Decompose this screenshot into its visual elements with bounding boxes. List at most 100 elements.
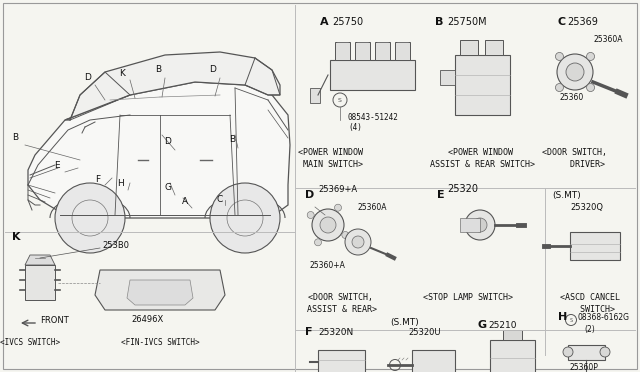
Circle shape	[307, 212, 314, 218]
Polygon shape	[375, 42, 390, 60]
Text: ASSIST & REAR SWITCH>: ASSIST & REAR SWITCH>	[425, 160, 535, 169]
Text: 25320U: 25320U	[408, 328, 440, 337]
Circle shape	[586, 84, 595, 92]
Text: 25369: 25369	[567, 17, 598, 27]
Text: S: S	[338, 97, 342, 103]
Circle shape	[600, 347, 610, 357]
Polygon shape	[455, 55, 510, 115]
Text: D: D	[84, 74, 92, 83]
Circle shape	[320, 217, 336, 233]
Circle shape	[563, 347, 573, 357]
Text: 25360+A: 25360+A	[310, 261, 346, 270]
Polygon shape	[335, 42, 350, 60]
Text: 08368-6162G: 08368-6162G	[578, 313, 630, 322]
Text: (2): (2)	[584, 325, 595, 334]
Polygon shape	[490, 340, 535, 372]
Text: S: S	[570, 317, 573, 323]
Text: F: F	[305, 327, 312, 337]
Text: (S.MT): (S.MT)	[390, 318, 419, 327]
Text: (4): (4)	[348, 123, 362, 132]
Text: 08543-51242: 08543-51242	[348, 113, 399, 122]
Text: 253B0: 253B0	[102, 241, 129, 250]
Text: K: K	[119, 68, 125, 77]
Circle shape	[345, 229, 371, 255]
Text: 25320: 25320	[447, 184, 478, 194]
Circle shape	[335, 204, 342, 211]
Circle shape	[557, 54, 593, 90]
Text: 25369+A: 25369+A	[318, 185, 357, 194]
Polygon shape	[127, 280, 193, 305]
Polygon shape	[28, 82, 290, 222]
Polygon shape	[568, 345, 605, 360]
Text: B: B	[12, 134, 18, 142]
Text: F: F	[95, 174, 100, 183]
Polygon shape	[503, 330, 522, 340]
Polygon shape	[25, 255, 55, 265]
Polygon shape	[310, 88, 320, 103]
Text: 25750: 25750	[332, 17, 363, 27]
Text: A: A	[320, 17, 328, 27]
Polygon shape	[570, 232, 620, 260]
Text: FRONT: FRONT	[40, 316, 68, 325]
Text: B: B	[229, 135, 235, 144]
Text: <ASCD CANCEL: <ASCD CANCEL	[560, 293, 620, 302]
Polygon shape	[355, 42, 370, 60]
Text: 25320Q: 25320Q	[570, 203, 603, 212]
Polygon shape	[25, 265, 55, 300]
Text: D: D	[209, 65, 216, 74]
Text: D: D	[305, 190, 314, 200]
Text: D: D	[164, 138, 172, 147]
Text: <FIN-IVCS SWITCH>: <FIN-IVCS SWITCH>	[121, 338, 199, 347]
Text: A: A	[182, 198, 188, 206]
Text: <DOOR SWITCH,: <DOOR SWITCH,	[543, 148, 607, 157]
Text: E: E	[54, 160, 60, 170]
Polygon shape	[318, 350, 365, 372]
Circle shape	[312, 209, 344, 241]
Text: <POWER WINDOW: <POWER WINDOW	[447, 148, 513, 157]
Text: (S.MT): (S.MT)	[552, 191, 580, 200]
Circle shape	[314, 239, 321, 246]
Text: <POWER WINDOW: <POWER WINDOW	[298, 148, 362, 157]
Text: SWITCH>: SWITCH>	[565, 305, 615, 314]
Text: E: E	[437, 190, 445, 200]
Text: 26496X: 26496X	[132, 315, 164, 324]
Text: K: K	[12, 232, 20, 242]
Text: H: H	[116, 180, 124, 189]
Text: 25750M: 25750M	[447, 17, 486, 27]
Circle shape	[556, 84, 563, 92]
Text: G: G	[164, 183, 172, 192]
Text: DRIVER>: DRIVER>	[545, 160, 605, 169]
Polygon shape	[330, 60, 415, 90]
Circle shape	[566, 63, 584, 81]
Text: MAIN SWITCH>: MAIN SWITCH>	[298, 160, 362, 169]
Text: 25360A: 25360A	[594, 35, 623, 44]
Text: 25360: 25360	[560, 93, 584, 102]
Text: H: H	[558, 312, 567, 322]
Text: 25360A: 25360A	[358, 203, 387, 212]
Text: B: B	[155, 65, 161, 74]
Circle shape	[55, 183, 125, 253]
Circle shape	[473, 218, 487, 232]
Polygon shape	[460, 40, 478, 55]
Text: C: C	[558, 17, 566, 27]
Circle shape	[586, 52, 595, 60]
Text: <IVCS SWITCH>: <IVCS SWITCH>	[0, 338, 60, 347]
Text: 25320N: 25320N	[318, 328, 353, 337]
Text: 25210: 25210	[488, 321, 516, 330]
Circle shape	[210, 183, 280, 253]
Polygon shape	[440, 70, 455, 85]
Text: C: C	[217, 196, 223, 205]
Polygon shape	[412, 350, 455, 372]
Polygon shape	[395, 42, 410, 60]
Text: 25360P: 25360P	[570, 363, 598, 372]
Polygon shape	[95, 270, 225, 310]
Text: <STOP LAMP SWITCH>: <STOP LAMP SWITCH>	[423, 293, 513, 302]
Polygon shape	[65, 52, 280, 120]
Text: <DOOR SWITCH,: <DOOR SWITCH,	[307, 293, 372, 302]
Polygon shape	[460, 218, 480, 232]
Circle shape	[352, 236, 364, 248]
Text: ASSIST & REAR>: ASSIST & REAR>	[303, 305, 378, 314]
Circle shape	[465, 210, 495, 240]
Text: B: B	[435, 17, 444, 27]
Circle shape	[342, 231, 349, 238]
